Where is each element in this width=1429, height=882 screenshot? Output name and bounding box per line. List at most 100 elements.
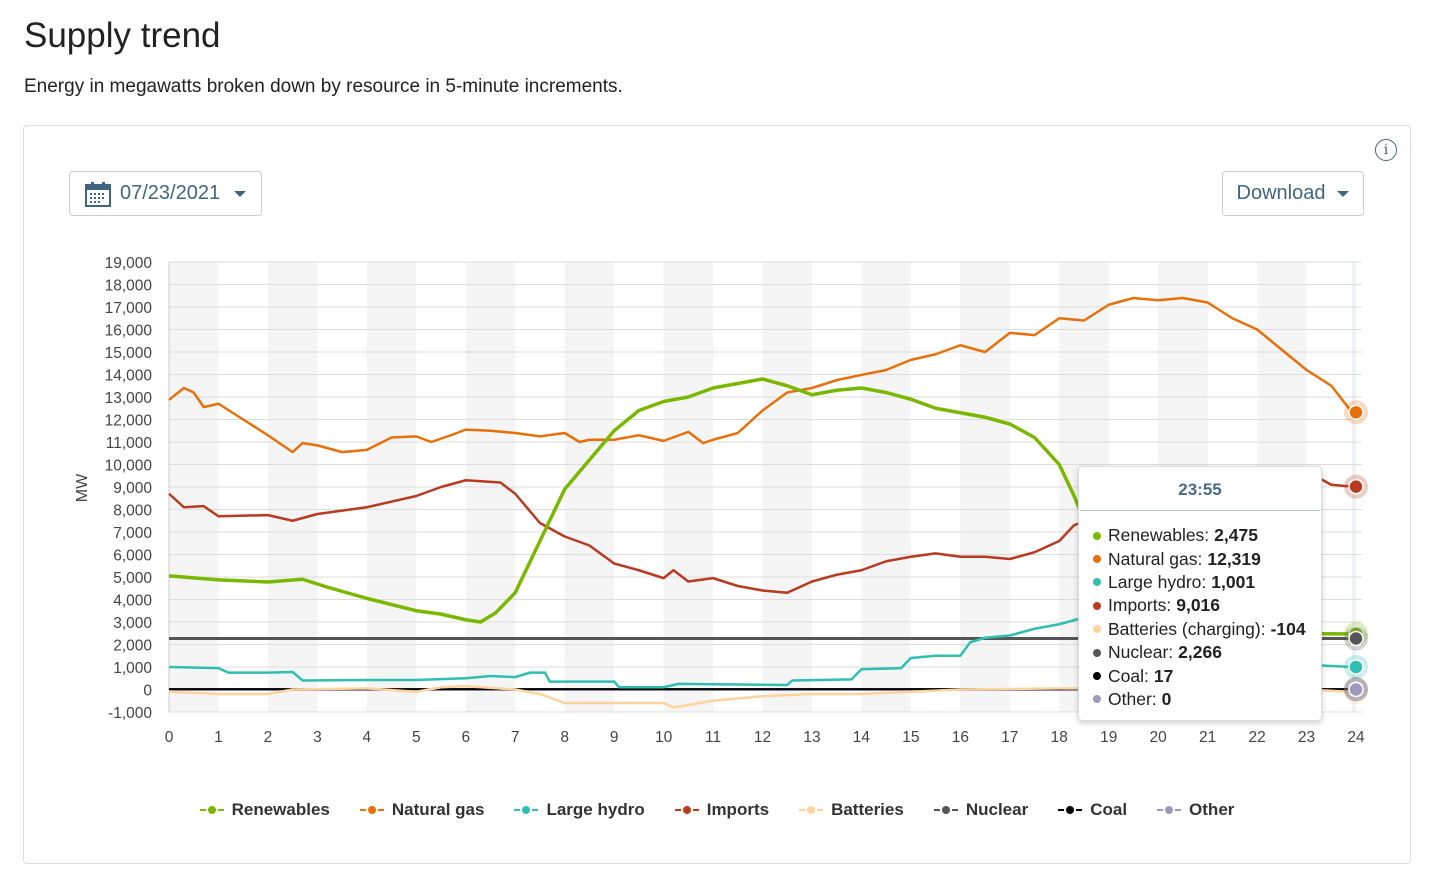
chart-tooltip: 23:55 Renewables: 2,475 Natural gas: 12,319… [1078,466,1322,721]
legend-item[interactable]: Large hydro [514,800,645,820]
tooltip-row: Batteries (charging): -104 [1079,618,1321,641]
x-tick-label: 3 [313,729,322,746]
legend-label: Other [1189,800,1235,819]
hover-marker-imports [1348,478,1364,495]
y-tick-label: 2,000 [113,638,152,655]
tooltip-value: 12,319 [1207,548,1261,569]
tooltip-label: Batteries (charging): [1108,618,1266,639]
y-tick-label: 12,000 [105,413,153,430]
x-tick-label: 1 [214,729,223,746]
hover-marker-other [1348,681,1364,698]
x-tick-label: 7 [511,729,520,746]
series-dot-icon [1093,531,1101,540]
legend-label: Large hydro [546,800,645,819]
legend-item[interactable]: Batteries [799,800,904,820]
series-dot-icon [1093,672,1101,681]
series-dot-icon [1093,625,1101,634]
tooltip-time: 23:55 [1080,467,1320,511]
x-tick-label: 11 [705,729,721,746]
tooltip-label: Natural gas: [1108,548,1203,569]
y-tick-label: 15,000 [105,345,153,362]
tooltip-label: Large hydro: [1108,571,1207,592]
y-tick-label: 7,000 [113,525,152,542]
x-tick-label: 18 [1051,729,1068,746]
date-picker-button[interactable]: 07/23/2021 [69,171,262,216]
legend-item[interactable]: Coal [1058,800,1127,820]
page-subtitle: Energy in megawatts broken down by resou… [24,76,623,97]
date-value: 07/23/2021 [120,182,221,204]
y-tick-label: 8,000 [113,503,152,520]
y-tick-label: 9,000 [113,480,152,497]
x-tick-label: 22 [1248,729,1265,746]
tooltip-value: 17 [1153,665,1174,686]
legend-label: Natural gas [391,800,485,819]
y-tick-label: 1,000 [113,660,152,677]
y-tick-label: 16,000 [105,323,153,340]
x-tick-label: 13 [803,729,820,746]
tooltip-row: Large hydro: 1,001 [1079,571,1321,594]
tooltip-value: 2,475 [1214,525,1258,546]
legend-marker-icon [799,805,824,815]
legend-marker-icon [1157,805,1182,815]
y-tick-label: 18,000 [105,278,153,295]
hover-marker-nuclear [1348,630,1364,647]
series-dot-icon [1093,695,1101,704]
legend-item[interactable]: Imports [674,800,769,820]
tooltip-value: 1,001 [1211,571,1256,592]
tooltip-value: 0 [1161,688,1172,709]
y-tick-label: 5,000 [113,570,152,587]
x-tick-label: 17 [1001,729,1018,746]
legend-marker-icon [514,805,539,815]
legend-label: Batteries [831,800,904,819]
x-tick-label: 24 [1347,729,1365,746]
legend-item[interactable]: Other [1157,800,1234,820]
series-dot-icon [1093,578,1101,587]
series-dot-icon [1093,648,1101,657]
tooltip-row: Renewables: 2,475 [1079,524,1321,547]
legend-item[interactable]: Natural gas [359,800,485,820]
y-tick-label: 6,000 [113,548,152,565]
tooltip-value: 2,266 [1178,642,1222,663]
x-tick-label: 6 [461,729,470,746]
y-tick-label: 14,000 [105,368,153,385]
tooltip-value: -104 [1270,618,1306,639]
info-icon[interactable]: i [1375,139,1397,161]
x-tick-label: 14 [853,729,871,746]
tooltip-label: Nuclear: [1108,642,1174,663]
y-tick-label: 13,000 [105,390,153,407]
y-tick-label: 0 [143,683,152,700]
x-tick-label: 0 [165,729,174,746]
x-tick-label: 10 [655,729,673,746]
y-tick-label: 10,000 [105,458,153,475]
legend-label: Nuclear [965,800,1029,819]
y-tick-label: -1,000 [108,705,152,722]
series-line-batteries [168,684,1353,709]
x-tick-label: 4 [363,729,372,746]
tooltip-label: Renewables: [1108,525,1210,546]
series-line-natural-gas [168,296,1354,454]
y-tick-label: 17,000 [105,300,153,317]
x-tick-label: 19 [1100,729,1117,746]
download-button[interactable]: Download [1222,171,1364,216]
tooltip-row: Natural gas: 12,319 [1079,547,1321,570]
hover-marker-large-hydro [1348,659,1364,675]
tooltip-label: Imports: [1108,595,1172,616]
legend-item[interactable]: Renewables [199,800,330,820]
x-tick-label: 23 [1298,729,1315,746]
tooltip-row: Nuclear: 2,266 [1079,641,1321,664]
legend-item[interactable]: Nuclear [933,800,1029,820]
x-tick-label: 15 [902,729,919,746]
y-axis-title: MW [74,473,91,502]
series-line-renewables [168,377,1353,636]
x-tick-label: 8 [560,729,569,746]
chevron-down-icon [234,190,247,197]
chart-legend: Renewables Natural gas Large hydro Imports B… [0,800,1429,820]
y-tick-label: 11,000 [106,435,153,452]
x-tick-label: 21 [1199,729,1216,746]
x-tick-label: 5 [412,729,421,746]
tooltip-row: Imports: 9,016 [1079,594,1321,617]
series-dot-icon [1093,555,1101,564]
x-tick-label: 16 [952,729,969,746]
legend-label: Coal [1090,800,1128,819]
